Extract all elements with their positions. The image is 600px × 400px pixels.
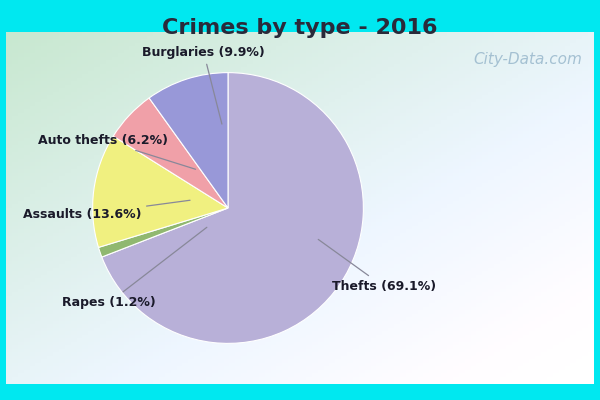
Text: Thefts (69.1%): Thefts (69.1%) [318,240,436,293]
Wedge shape [98,208,228,257]
Text: Assaults (13.6%): Assaults (13.6%) [23,200,190,221]
Text: City-Data.com: City-Data.com [473,52,582,67]
Text: Auto thefts (6.2%): Auto thefts (6.2%) [38,134,196,169]
Text: Rapes (1.2%): Rapes (1.2%) [62,227,207,309]
Wedge shape [149,73,228,208]
Text: Burglaries (9.9%): Burglaries (9.9%) [142,46,265,124]
Text: Crimes by type - 2016: Crimes by type - 2016 [162,18,438,38]
Wedge shape [92,136,228,248]
Wedge shape [113,98,228,208]
Wedge shape [102,73,364,343]
